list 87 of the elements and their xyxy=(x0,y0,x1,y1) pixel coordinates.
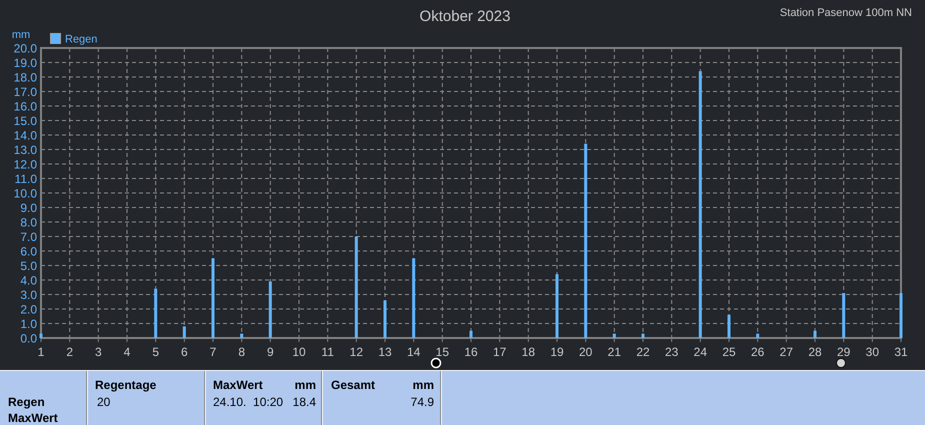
x-tick-label: 26 xyxy=(750,345,765,359)
y-tick-label: 17.0 xyxy=(14,85,38,99)
x-tick-label: 28 xyxy=(808,345,822,359)
bar xyxy=(642,334,644,338)
bar xyxy=(842,293,846,338)
bar xyxy=(240,334,244,338)
bar xyxy=(756,334,760,338)
bar xyxy=(728,314,730,338)
y-tick-label: 20.0 xyxy=(14,42,38,56)
y-tick-label: 2.0 xyxy=(20,302,38,316)
bar xyxy=(814,330,816,338)
x-tick-label: 14 xyxy=(406,345,421,359)
y-tick-label: 18.0 xyxy=(14,70,38,84)
text: Regentage xyxy=(95,378,157,392)
x-tick-label: 2 xyxy=(66,345,74,359)
x-tick-label: 30 xyxy=(866,345,880,359)
x-tick-label: 8 xyxy=(238,345,246,359)
x-tick-label: 20 xyxy=(578,345,593,359)
x-tick-label: 17 xyxy=(492,345,507,359)
x-tick-label: 13 xyxy=(378,345,392,359)
y-tick-label: 10.0 xyxy=(14,186,38,200)
bar xyxy=(900,293,902,338)
bar xyxy=(412,258,416,338)
y-tick-label: 3.0 xyxy=(20,288,38,302)
x-tick-label: 11 xyxy=(321,345,334,359)
y-tick-label: 1.0 xyxy=(20,317,38,331)
x-tick-label: 27 xyxy=(780,345,794,359)
y-tick-label: 14.0 xyxy=(14,128,38,142)
bar xyxy=(384,300,386,338)
y-tick-label: 13.0 xyxy=(14,143,38,157)
x-tick-label: 22 xyxy=(636,345,650,359)
text: 24.10. 10:20 xyxy=(213,395,284,409)
text: mm xyxy=(412,378,434,392)
y-tick-label: 12.0 xyxy=(14,158,38,172)
y-tick-label: 0.0 xyxy=(20,332,38,346)
bar xyxy=(584,144,588,338)
y-tick-label: 8.0 xyxy=(20,216,38,230)
x-tick-label: 24 xyxy=(694,345,708,359)
x-tick-label: 10 xyxy=(292,345,306,359)
x-tick-label: 7 xyxy=(210,345,217,359)
bar xyxy=(354,236,358,338)
x-tick-label: 23 xyxy=(664,345,679,359)
x-tick-label: 25 xyxy=(722,345,736,359)
y-tick-label: 5.0 xyxy=(20,259,38,273)
text: mm xyxy=(294,378,316,392)
y-tick-label: 9.0 xyxy=(20,201,38,215)
x-tick-label: 18 xyxy=(522,345,536,359)
x-tick-label: 29 xyxy=(836,345,851,359)
bar xyxy=(268,281,272,338)
y-axis-title: mm xyxy=(12,29,30,41)
x-tick-label: 1 xyxy=(38,345,45,359)
bar xyxy=(40,334,42,338)
text: 18.4 xyxy=(292,395,316,409)
x-tick-label: 19 xyxy=(550,345,564,359)
text: MaxWert xyxy=(8,411,58,425)
y-tick-label: 19.0 xyxy=(14,56,38,70)
y-tick-label: 4.0 xyxy=(20,274,38,288)
chart-subtitle: Station Pasenow 100m NN xyxy=(780,7,912,19)
chart-title: Oktober 2023 xyxy=(420,8,510,25)
bar xyxy=(212,258,214,338)
text: Regen xyxy=(8,395,45,409)
y-tick-label: 6.0 xyxy=(20,244,38,258)
x-tick-label: 3 xyxy=(94,345,102,359)
legend-label: Regen xyxy=(65,34,98,46)
x-tick-label: 21 xyxy=(608,345,622,359)
bar xyxy=(154,288,158,338)
y-tick-label: 7.0 xyxy=(20,230,38,244)
x-tick-label: 12 xyxy=(350,345,364,359)
text: MaxWert xyxy=(213,378,263,392)
bar xyxy=(612,334,616,338)
bar xyxy=(470,330,472,338)
x-tick-label: 15 xyxy=(436,345,450,359)
y-tick-label: 11.0 xyxy=(14,172,38,186)
x-tick-label: 31 xyxy=(894,345,908,359)
x-tick-label: 5 xyxy=(152,345,160,359)
bar xyxy=(556,274,558,338)
text: 74.9 xyxy=(410,395,434,409)
x-tick-label: 16 xyxy=(464,345,478,359)
bar xyxy=(182,326,186,338)
x-tick-label: 9 xyxy=(266,345,274,359)
text: Gesamt xyxy=(331,378,376,392)
text: 20 xyxy=(97,395,111,409)
x-tick-label: 4 xyxy=(124,345,131,359)
y-tick-label: 16.0 xyxy=(14,100,38,114)
bar xyxy=(698,71,702,338)
x-tick-label: 6 xyxy=(180,345,188,359)
y-tick-label: 15.0 xyxy=(14,114,38,128)
